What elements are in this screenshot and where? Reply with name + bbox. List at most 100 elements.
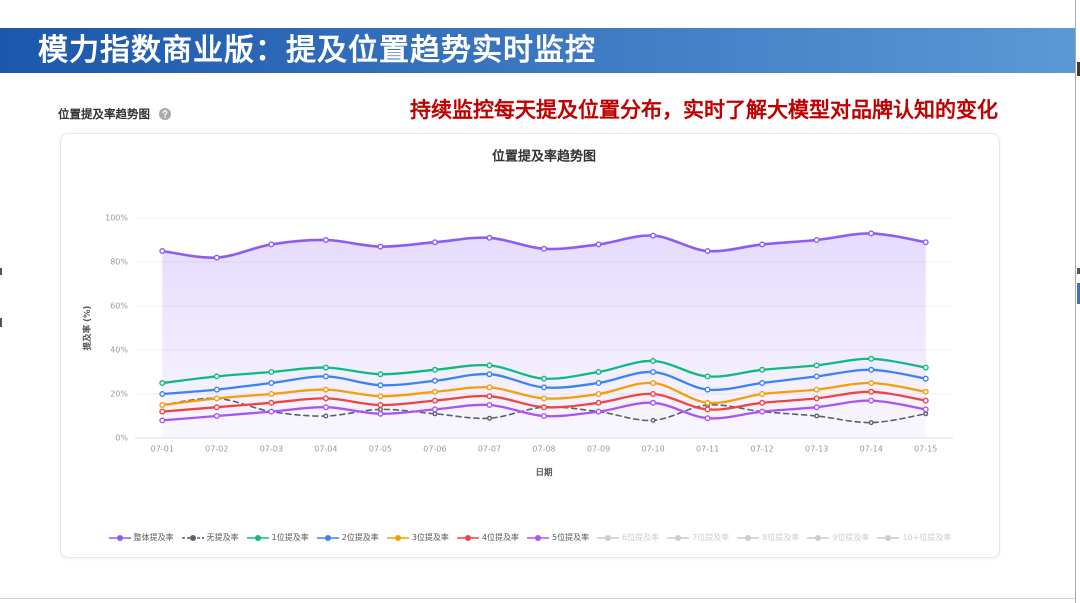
- series-0-point-6[interactable]: [486, 234, 493, 241]
- series-2-point-0[interactable]: [159, 379, 166, 386]
- series-0-point-10[interactable]: [704, 247, 711, 254]
- series-0-point-8[interactable]: [595, 241, 602, 248]
- series-5-point-3[interactable]: [322, 395, 329, 402]
- series-2-point-3[interactable]: [322, 364, 329, 371]
- series-4-point-14[interactable]: [922, 388, 929, 395]
- series-0-point-4[interactable]: [377, 243, 384, 250]
- series-3-point-3[interactable]: [322, 373, 329, 380]
- series-0-point-9[interactable]: [650, 232, 657, 239]
- series-1-point-12[interactable]: [814, 413, 820, 419]
- series-4-point-0[interactable]: [159, 402, 166, 409]
- series-6-point-14[interactable]: [922, 406, 929, 413]
- series-4-point-10[interactable]: [704, 399, 711, 406]
- legend-item-0[interactable]: 整体提及率: [108, 533, 174, 543]
- series-0-point-7[interactable]: [541, 245, 548, 252]
- series-1-point-14[interactable]: [923, 411, 929, 417]
- series-4-point-4[interactable]: [377, 393, 384, 400]
- legend-item-2[interactable]: 1位提及率: [246, 533, 309, 543]
- legend-item-5[interactable]: 4位提及率: [456, 533, 519, 543]
- series-4-point-11[interactable]: [759, 391, 766, 398]
- series-3-point-4[interactable]: [377, 382, 384, 389]
- series-5-point-4[interactable]: [377, 402, 384, 409]
- series-0-point-1[interactable]: [213, 254, 220, 261]
- question-circle-icon[interactable]: [159, 108, 171, 120]
- series-1-point-5[interactable]: [432, 411, 438, 417]
- series-1-point-9[interactable]: [650, 417, 656, 423]
- series-5-point-11[interactable]: [759, 399, 766, 406]
- series-5-point-1[interactable]: [213, 404, 220, 411]
- series-0-point-13[interactable]: [868, 230, 875, 237]
- series-3-point-5[interactable]: [431, 377, 438, 384]
- series-3-point-7[interactable]: [541, 384, 548, 391]
- series-5-point-5[interactable]: [431, 397, 438, 404]
- series-2-point-12[interactable]: [813, 362, 820, 369]
- legend-item-1[interactable]: 无提及率: [181, 533, 239, 543]
- series-3-point-12[interactable]: [813, 373, 820, 380]
- series-6-point-1[interactable]: [213, 413, 220, 420]
- series-1-point-4[interactable]: [377, 406, 383, 412]
- series-6-point-12[interactable]: [813, 404, 820, 411]
- series-2-point-6[interactable]: [486, 362, 493, 369]
- series-2-point-4[interactable]: [377, 371, 384, 378]
- series-2-point-8[interactable]: [595, 368, 602, 375]
- series-6-point-2[interactable]: [268, 408, 275, 415]
- series-6-point-13[interactable]: [868, 397, 875, 404]
- series-4-point-7[interactable]: [541, 395, 548, 402]
- legend-item-11[interactable]: 10+位提及率: [877, 533, 951, 543]
- series-5-point-14[interactable]: [922, 397, 929, 404]
- legend-item-7[interactable]: 6位提及率: [597, 533, 659, 543]
- series-6-point-11[interactable]: [759, 408, 766, 415]
- series-3-point-8[interactable]: [595, 379, 602, 386]
- series-6-point-5[interactable]: [431, 406, 438, 413]
- series-4-point-6[interactable]: [486, 384, 493, 391]
- series-6-point-0[interactable]: [159, 417, 166, 424]
- series-1-point-3[interactable]: [323, 413, 329, 419]
- series-2-point-9[interactable]: [650, 357, 657, 364]
- series-4-point-9[interactable]: [650, 379, 657, 386]
- series-2-point-13[interactable]: [868, 355, 875, 362]
- series-1-point-6[interactable]: [486, 415, 492, 421]
- series-0-point-12[interactable]: [813, 236, 820, 243]
- series-5-point-0[interactable]: [159, 408, 166, 415]
- series-0-point-11[interactable]: [759, 241, 766, 248]
- series-6-point-8[interactable]: [595, 408, 602, 415]
- legend-item-6[interactable]: 5位提及率: [527, 533, 589, 543]
- series-6-point-6[interactable]: [486, 402, 493, 409]
- series-2-point-11[interactable]: [759, 366, 766, 373]
- series-4-point-12[interactable]: [813, 386, 820, 393]
- series-5-point-9[interactable]: [650, 391, 657, 398]
- series-6-point-7[interactable]: [541, 413, 548, 420]
- series-3-point-9[interactable]: [650, 368, 657, 375]
- series-2-point-2[interactable]: [268, 368, 275, 375]
- series-0-point-3[interactable]: [322, 236, 329, 243]
- series-6-point-9[interactable]: [650, 399, 657, 406]
- series-5-point-8[interactable]: [595, 399, 602, 406]
- legend-item-10[interactable]: 9位提及率: [807, 533, 869, 543]
- series-4-point-8[interactable]: [595, 391, 602, 398]
- series-5-point-12[interactable]: [813, 395, 820, 402]
- series-2-point-7[interactable]: [541, 375, 548, 382]
- series-5-point-7[interactable]: [541, 404, 548, 411]
- series-3-point-13[interactable]: [868, 366, 875, 373]
- series-3-point-11[interactable]: [759, 379, 766, 386]
- series-2-point-14[interactable]: [922, 364, 929, 371]
- series-3-point-10[interactable]: [704, 386, 711, 393]
- series-6-point-3[interactable]: [322, 404, 329, 411]
- legend-item-8[interactable]: 7位提及率: [667, 533, 729, 543]
- series-6-point-4[interactable]: [377, 410, 384, 417]
- series-5-point-10[interactable]: [704, 406, 711, 413]
- series-5-point-13[interactable]: [868, 388, 875, 395]
- series-2-point-10[interactable]: [704, 373, 711, 380]
- series-4-point-5[interactable]: [431, 388, 438, 395]
- series-0-point-5[interactable]: [431, 239, 438, 246]
- series-5-point-6[interactable]: [486, 393, 493, 400]
- legend-item-3[interactable]: 2位提及率: [316, 533, 379, 543]
- legend-item-9[interactable]: 8位提及率: [737, 533, 799, 543]
- series-5-point-2[interactable]: [268, 399, 275, 406]
- series-0-point-0[interactable]: [159, 247, 166, 254]
- series-2-point-5[interactable]: [431, 366, 438, 373]
- series-4-point-13[interactable]: [868, 379, 875, 386]
- series-4-point-1[interactable]: [213, 395, 220, 402]
- series-3-point-1[interactable]: [213, 386, 220, 393]
- series-0-point-14[interactable]: [922, 239, 929, 246]
